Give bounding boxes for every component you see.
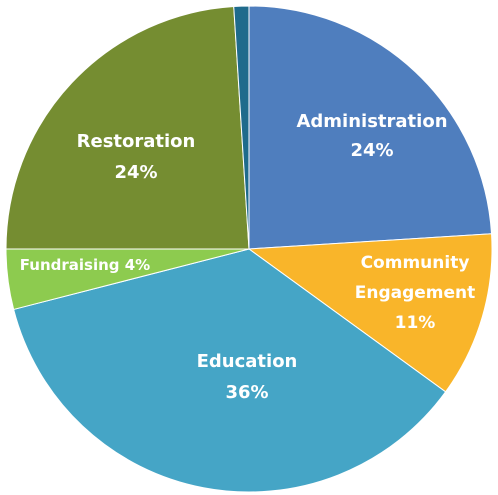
pie-slice-community-engagement	[247, 233, 493, 393]
pie-slice-administration	[248, 5, 493, 250]
slice-label-community-engagement: Community Engagement 11%	[355, 253, 476, 333]
slice-label-education: Education 36%	[197, 351, 298, 403]
pie-slice-education	[13, 248, 447, 493]
slice-label-fundraising: Fundraising 4%	[20, 256, 150, 274]
pie-slice-unlabeled	[233, 5, 250, 250]
pie-slice-restoration	[5, 5, 250, 250]
slice-label-administration: Administration 24%	[296, 111, 447, 161]
slice-label-restoration: Restoration 24%	[77, 131, 196, 183]
